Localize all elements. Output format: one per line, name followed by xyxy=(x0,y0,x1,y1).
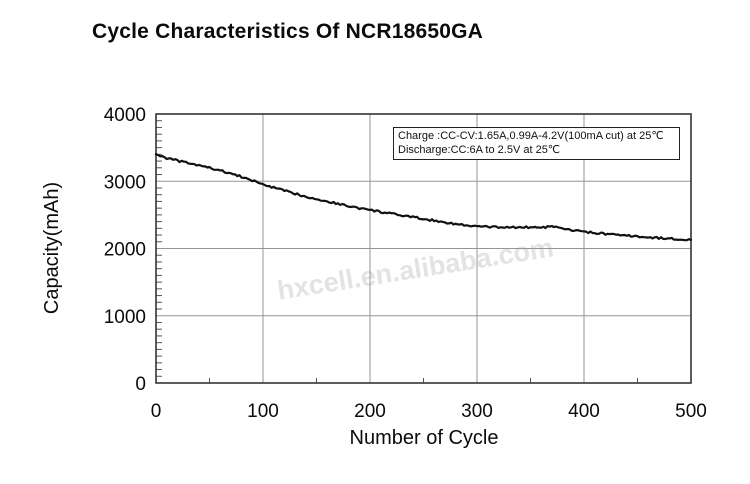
x-tick-label: 400 xyxy=(568,401,600,422)
charge-condition-text: Charge :CC-CV:1.65A,0.99A-4.2V(100mA cut… xyxy=(398,130,664,142)
x-tick-label: 500 xyxy=(675,401,707,422)
y-tick-label: 3000 xyxy=(104,172,146,193)
discharge-condition-text: Discharge:CC:6A to 2.5V at 25℃ xyxy=(398,144,561,156)
chart-title: Cycle Characteristics Of NCR18650GA xyxy=(92,20,484,43)
x-tick-label: 0 xyxy=(151,401,162,422)
y-tick-label: 4000 xyxy=(104,105,146,126)
plot-frame xyxy=(155,113,692,384)
test-conditions-box: Charge :CC-CV:1.65A,0.99A-4.2V(100mA cut… xyxy=(393,127,680,160)
x-tick-label: 100 xyxy=(247,401,279,422)
capacity-curve xyxy=(154,153,693,242)
x-tick-label: 200 xyxy=(354,401,386,422)
y-tick-label: 0 xyxy=(135,374,146,395)
x-tick-label: 300 xyxy=(461,401,493,422)
plot-area: 0 1000 2000 3000 4000 0 100 200 300 400 500 xyxy=(104,105,707,422)
y-axis-label: Capacity(mAh) xyxy=(41,182,63,314)
y-tick-label: 2000 xyxy=(104,240,146,261)
y-tick-label: 1000 xyxy=(104,307,146,328)
x-axis-label: Number of Cycle xyxy=(350,427,499,449)
